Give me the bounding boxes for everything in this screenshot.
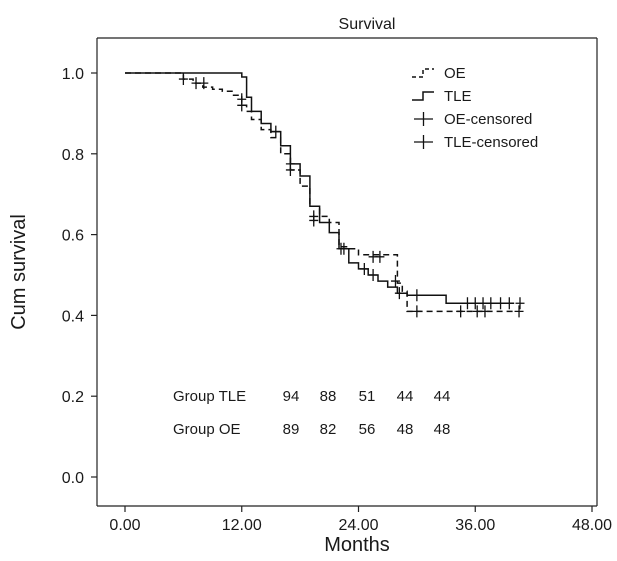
censor-mark-oe <box>514 305 524 318</box>
at-risk-count: 44 <box>397 388 414 405</box>
legend-swatch-line <box>412 68 434 78</box>
y-tick-label: 1.0 <box>62 66 84 83</box>
censor-mark-tle <box>515 297 525 310</box>
censor-mark-oe <box>199 77 209 90</box>
censor-mark-tle <box>368 269 378 281</box>
censor-mark-tle <box>359 262 369 275</box>
at-risk-count: 82 <box>320 421 337 438</box>
at-risk-row-label: Group OE <box>173 421 241 438</box>
at-risk-count: 88 <box>320 388 337 405</box>
censor-mark-oe <box>412 305 422 318</box>
legend-label: OE-censored <box>444 111 532 128</box>
at-risk-count: 89 <box>283 421 300 438</box>
censor-mark-tle <box>237 93 247 106</box>
series-tle-curve <box>125 72 515 305</box>
y-tick-label: 0.6 <box>62 228 84 245</box>
censor-mark-oe <box>271 125 281 138</box>
legend-label: TLE <box>444 88 472 105</box>
censor-mark-tle <box>336 242 346 255</box>
plot-area <box>96 37 598 507</box>
censor-mark-oe <box>456 305 466 318</box>
censor-marks-layer <box>178 73 525 318</box>
censor-mark-tle <box>462 297 472 310</box>
censor-mark-oe <box>375 250 385 263</box>
y-axis-title: Cum survival <box>8 214 30 330</box>
censor-mark-tle <box>309 214 319 227</box>
chart-title: Survival <box>339 16 396 33</box>
x-tick-label: 12.00 <box>222 517 262 534</box>
censor-mark-tle <box>496 297 506 310</box>
censor-mark-tle <box>486 297 496 310</box>
legend-swatch-censor <box>414 112 433 126</box>
censor-mark-oe <box>178 73 188 86</box>
series-layer <box>125 72 515 313</box>
censor-mark-tle <box>390 275 400 288</box>
at-risk-count: 48 <box>434 421 451 438</box>
y-tick-label: 0.0 <box>62 470 84 487</box>
censor-mark-oe <box>191 77 201 90</box>
x-tick-label: 0.00 <box>109 517 140 534</box>
at-risk-count: 51 <box>359 388 376 405</box>
y-tick-label: 0.8 <box>62 147 84 164</box>
y-tick-label: 0.2 <box>62 389 84 406</box>
x-tick-label: 48.00 <box>572 517 612 534</box>
censor-mark-tle <box>470 297 480 310</box>
legend-label: TLE-censored <box>444 134 538 151</box>
at-risk-count: 94 <box>283 388 300 405</box>
censor-mark-tle <box>478 297 488 310</box>
censor-mark-tle <box>394 287 404 300</box>
censor-mark-oe <box>480 305 490 318</box>
at-risk-count: 44 <box>434 388 451 405</box>
at-risk-count: 48 <box>397 421 414 438</box>
y-tick-label: 0.4 <box>62 308 84 325</box>
x-tick-label: 24.00 <box>338 517 378 534</box>
censor-mark-tle <box>412 289 422 302</box>
at-risk-count: 56 <box>359 421 376 438</box>
at-risk-row-label: Group TLE <box>173 388 246 405</box>
axis-ticks: 0.00 12.00 24.00 36.00 48.00 0.0 0.2 0.4 0.6 0.8 1… <box>62 66 612 534</box>
at-risk-table: Group TLE 94 88 51 44 44 Group OE 89 82 56 48 48 <box>173 388 450 438</box>
x-axis-title: Months <box>324 534 390 556</box>
legend: OE TLE OE-censored TLE-censored <box>412 65 538 151</box>
x-tick-label: 36.00 <box>455 517 495 534</box>
series-oe-curve <box>125 72 515 313</box>
censor-mark-tle <box>504 297 514 310</box>
legend-swatch-censor <box>414 135 433 149</box>
legend-swatch-line <box>412 91 434 101</box>
legend-label: OE <box>444 65 466 82</box>
censor-mark-oe <box>472 305 482 318</box>
censor-mark-tle <box>285 157 295 170</box>
